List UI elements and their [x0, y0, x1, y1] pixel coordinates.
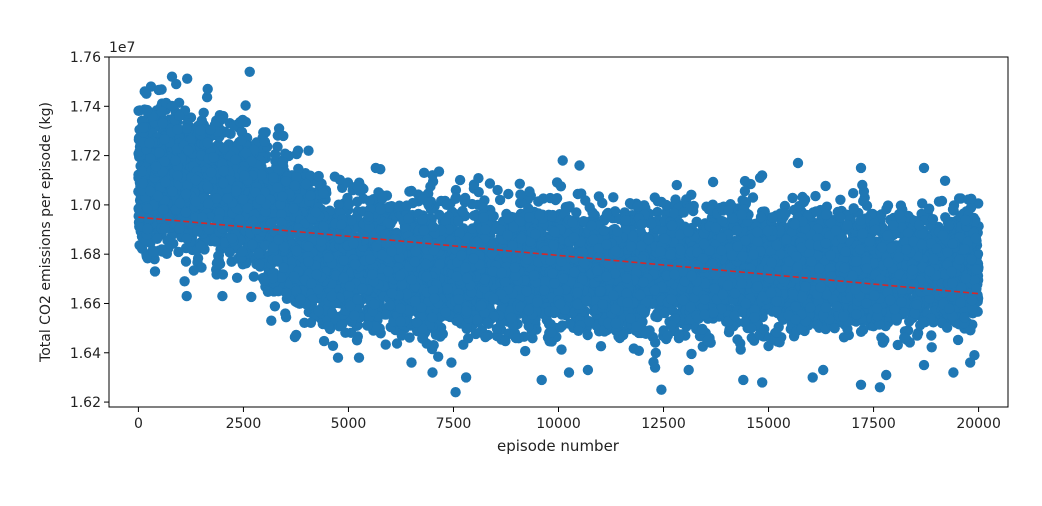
scatter-point	[396, 330, 407, 341]
scatter-point	[342, 177, 354, 188]
scatter-point	[327, 340, 339, 351]
scatter-point	[246, 291, 257, 303]
scatter-point	[912, 330, 923, 341]
scatter-point	[798, 196, 809, 208]
scatter-point	[450, 184, 462, 196]
scatter-point	[555, 181, 567, 192]
scatter-point	[334, 174, 346, 185]
scatter-point	[259, 240, 271, 251]
scatter-point	[351, 335, 363, 346]
scatter-point	[707, 176, 719, 188]
scatter-point	[811, 319, 823, 331]
scatter-point	[848, 188, 859, 199]
scatter-point	[473, 186, 484, 198]
scatter-point	[266, 315, 277, 326]
scatter-point	[494, 194, 506, 206]
scatter-point	[527, 333, 538, 344]
scatter-point	[305, 170, 316, 181]
scatter-point	[582, 329, 593, 341]
scatter-point	[333, 199, 344, 210]
scatter-point	[196, 115, 207, 126]
scatter-point	[182, 73, 193, 84]
scatter-point	[406, 185, 417, 197]
scatter-point	[892, 339, 903, 351]
scatter-point	[188, 265, 199, 276]
scatter-point	[838, 332, 850, 343]
scatter-points	[133, 66, 984, 398]
scatter-point	[820, 180, 831, 192]
scatter-point	[492, 184, 503, 196]
scatter-point	[671, 179, 682, 191]
scatter-point	[926, 342, 937, 353]
scatter-point	[231, 272, 243, 283]
scatter-point	[180, 256, 192, 267]
scatter-point	[739, 175, 751, 187]
scatter-point	[787, 192, 798, 204]
scatter-point	[318, 335, 330, 347]
scatter-point	[524, 186, 535, 197]
scatter-point	[380, 339, 391, 350]
scatter-point	[473, 173, 484, 184]
scatter-point	[595, 341, 607, 352]
scatter-point	[739, 185, 751, 197]
scatter-point	[652, 206, 663, 218]
scatter-point	[763, 340, 774, 352]
